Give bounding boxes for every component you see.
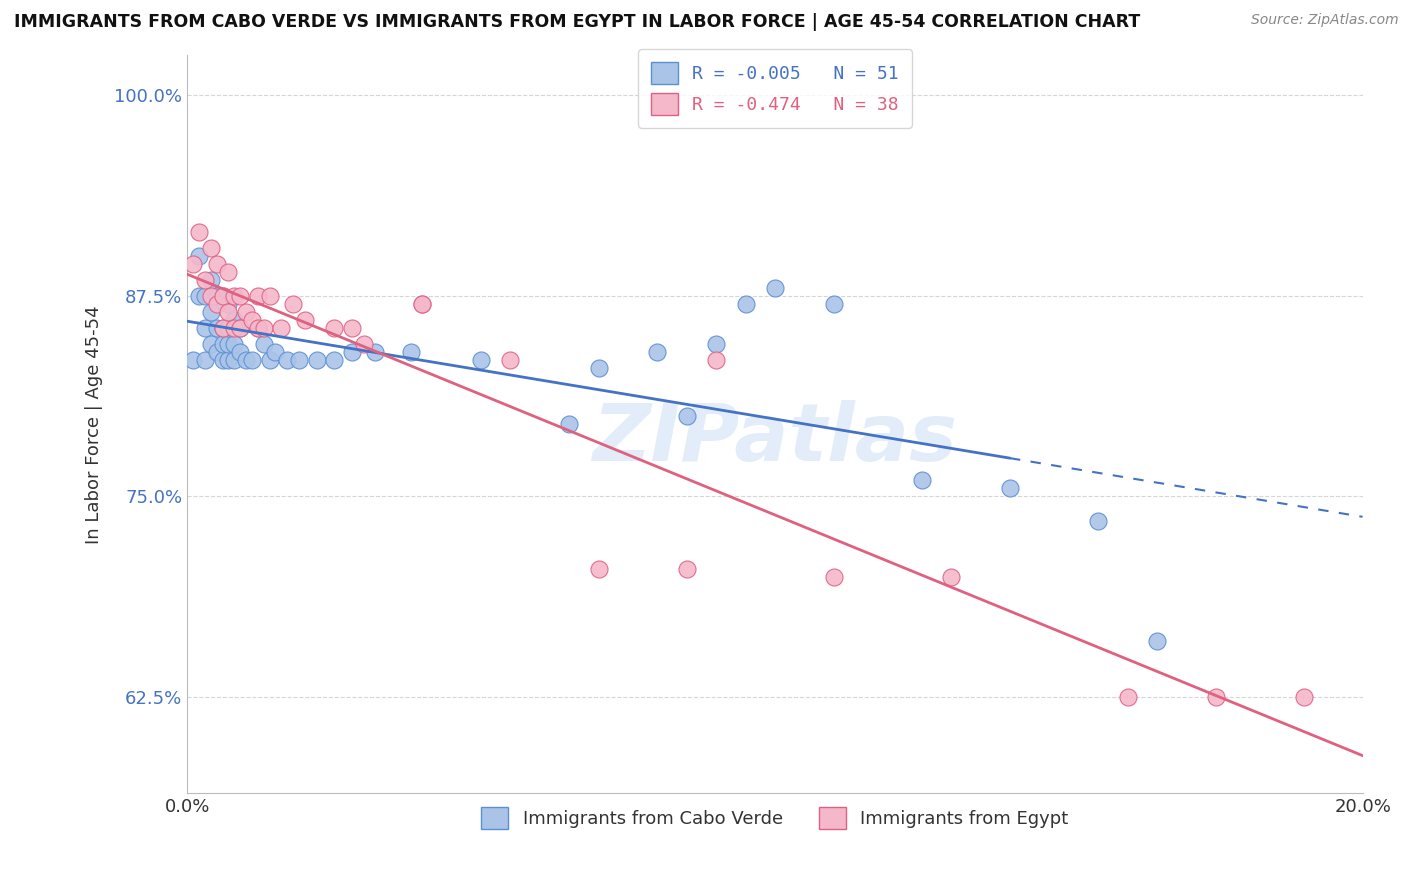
Point xyxy=(211,289,233,303)
Point xyxy=(470,353,492,368)
Point xyxy=(188,249,211,263)
Point xyxy=(675,409,697,424)
Point xyxy=(240,313,263,327)
Point xyxy=(194,321,217,335)
Point xyxy=(276,353,298,368)
Point xyxy=(224,321,246,335)
Point xyxy=(264,345,287,359)
Point xyxy=(205,289,228,303)
Point xyxy=(181,257,204,271)
Point xyxy=(253,337,276,351)
Point xyxy=(194,353,217,368)
Point xyxy=(188,289,211,303)
Point xyxy=(1292,690,1315,704)
Point xyxy=(200,289,222,303)
Point xyxy=(270,321,292,335)
Point xyxy=(1087,514,1109,528)
Point xyxy=(704,353,727,368)
Point xyxy=(288,353,311,368)
Point xyxy=(205,345,228,359)
Point xyxy=(211,321,233,335)
Point xyxy=(194,289,217,303)
Point xyxy=(941,570,963,584)
Legend: Immigrants from Cabo Verde, Immigrants from Egypt: Immigrants from Cabo Verde, Immigrants f… xyxy=(474,799,1076,836)
Point xyxy=(353,337,375,351)
Text: ZIPatlas: ZIPatlas xyxy=(592,400,957,478)
Point xyxy=(205,297,228,311)
Point xyxy=(246,321,269,335)
Point xyxy=(211,337,233,351)
Point xyxy=(323,321,346,335)
Point xyxy=(281,297,304,311)
Point xyxy=(235,353,257,368)
Point xyxy=(181,353,204,368)
Point xyxy=(340,321,363,335)
Point xyxy=(294,313,316,327)
Point xyxy=(217,265,239,279)
Point xyxy=(588,361,610,376)
Point xyxy=(200,241,222,255)
Point xyxy=(211,321,233,335)
Text: IMMIGRANTS FROM CABO VERDE VS IMMIGRANTS FROM EGYPT IN LABOR FORCE | AGE 45-54 C: IMMIGRANTS FROM CABO VERDE VS IMMIGRANTS… xyxy=(14,13,1140,31)
Point xyxy=(588,562,610,576)
Point xyxy=(364,345,387,359)
Point xyxy=(558,417,581,432)
Point xyxy=(305,353,328,368)
Point xyxy=(499,353,522,368)
Point xyxy=(998,482,1021,496)
Point xyxy=(763,281,786,295)
Point xyxy=(675,562,697,576)
Point xyxy=(224,289,246,303)
Point xyxy=(1116,690,1139,704)
Point xyxy=(229,321,252,335)
Point xyxy=(823,570,845,584)
Point xyxy=(205,257,228,271)
Point xyxy=(224,313,246,327)
Point xyxy=(911,474,934,488)
Point xyxy=(205,321,228,335)
Point xyxy=(240,353,263,368)
Point xyxy=(1146,633,1168,648)
Point xyxy=(217,321,239,335)
Point xyxy=(246,321,269,335)
Point xyxy=(323,353,346,368)
Point xyxy=(211,353,233,368)
Point xyxy=(259,289,281,303)
Point xyxy=(411,297,433,311)
Point xyxy=(194,273,217,287)
Point xyxy=(200,337,222,351)
Point xyxy=(340,345,363,359)
Point xyxy=(229,289,252,303)
Point xyxy=(246,289,269,303)
Point xyxy=(823,297,845,311)
Point xyxy=(734,297,756,311)
Point xyxy=(224,337,246,351)
Text: Source: ZipAtlas.com: Source: ZipAtlas.com xyxy=(1251,13,1399,28)
Point xyxy=(647,345,669,359)
Y-axis label: In Labor Force | Age 45-54: In Labor Force | Age 45-54 xyxy=(86,305,103,543)
Point xyxy=(229,321,252,335)
Point xyxy=(217,337,239,351)
Point xyxy=(224,353,246,368)
Point xyxy=(259,353,281,368)
Point xyxy=(211,289,233,303)
Point xyxy=(399,345,422,359)
Point xyxy=(1205,690,1227,704)
Point xyxy=(411,297,433,311)
Point xyxy=(200,273,222,287)
Point xyxy=(253,321,276,335)
Point xyxy=(200,305,222,319)
Point xyxy=(704,337,727,351)
Point xyxy=(235,305,257,319)
Point xyxy=(188,225,211,239)
Point xyxy=(217,353,239,368)
Point xyxy=(217,297,239,311)
Point xyxy=(217,305,239,319)
Point xyxy=(229,345,252,359)
